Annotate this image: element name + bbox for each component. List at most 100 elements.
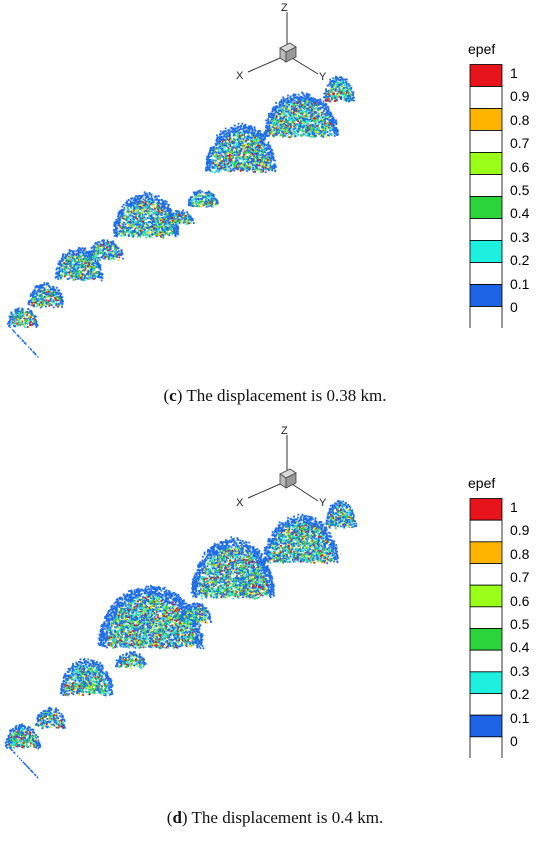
scatter-point xyxy=(137,201,140,203)
scatter-point xyxy=(264,137,267,140)
scatter-point xyxy=(121,213,124,215)
scatter-point xyxy=(267,156,270,158)
scatter-point xyxy=(22,314,25,316)
scatter-point xyxy=(242,162,245,165)
scatter-point xyxy=(146,196,148,198)
scatter-point xyxy=(140,215,143,218)
scatter-point xyxy=(273,163,276,165)
scatter-point xyxy=(60,299,63,302)
scatter-point xyxy=(257,147,260,150)
scatter-point xyxy=(161,228,164,231)
scatter-point xyxy=(244,149,247,152)
scatter-point xyxy=(57,299,60,302)
scatter-point xyxy=(256,163,259,166)
scatter-point xyxy=(228,140,231,143)
scatter-point xyxy=(265,161,267,164)
scatter-point xyxy=(172,227,175,230)
scatter-point xyxy=(33,315,36,317)
scatter-point xyxy=(106,249,109,252)
scatter-point xyxy=(126,206,129,209)
scatter-point xyxy=(211,159,213,162)
scatter-point xyxy=(117,224,120,227)
scatter-point xyxy=(90,271,92,274)
scatter-point xyxy=(138,194,141,197)
scatter-point xyxy=(328,121,331,124)
scatter-point xyxy=(169,212,172,215)
scatter-point xyxy=(43,282,46,284)
scatter-point xyxy=(68,277,71,280)
scatter-point xyxy=(121,223,124,226)
scatter-point xyxy=(139,201,141,204)
scatter-point xyxy=(303,100,305,102)
scatter-point xyxy=(57,302,60,305)
scatter-point xyxy=(139,235,141,238)
scatter-point xyxy=(55,304,58,307)
scatter-point xyxy=(257,132,259,135)
scatter-point xyxy=(100,256,103,258)
scatter-point xyxy=(25,317,28,320)
scatter-point xyxy=(150,200,152,202)
scatter-point xyxy=(235,144,238,146)
scatter-point xyxy=(226,149,229,151)
scatter-point xyxy=(247,138,249,141)
scatter-point xyxy=(247,149,250,152)
scatter-point xyxy=(275,166,277,168)
scatter-point xyxy=(116,227,119,230)
scatter-point xyxy=(196,191,198,194)
scatter-point xyxy=(46,283,48,286)
scatter-point xyxy=(207,199,210,202)
scatter-point xyxy=(91,258,94,261)
scatter-point xyxy=(122,229,124,232)
scatter-point xyxy=(254,138,257,141)
scatter-point xyxy=(98,257,100,259)
scatter-point xyxy=(69,267,72,270)
scatter-point xyxy=(33,305,35,308)
scatter-point xyxy=(112,242,115,245)
scatter-point xyxy=(68,256,71,259)
scatter-point xyxy=(217,151,220,154)
scatter-point xyxy=(133,206,135,209)
scatter-point xyxy=(204,200,207,203)
scatter-point xyxy=(126,227,128,229)
scatter-point xyxy=(222,137,224,140)
scatter-point xyxy=(26,326,29,328)
scatter-point xyxy=(163,208,165,210)
scatter-point xyxy=(124,226,126,228)
scatter-point xyxy=(196,205,198,207)
scatter-point xyxy=(103,252,106,254)
scatter-point xyxy=(265,168,267,171)
scatter-point xyxy=(157,210,160,213)
scatter-point xyxy=(216,199,219,202)
scatter-point xyxy=(125,204,127,207)
scatter-point xyxy=(56,276,59,278)
scatter-point xyxy=(114,252,117,255)
scatter-point xyxy=(115,233,117,235)
scatter-point xyxy=(75,253,78,256)
scatter-point xyxy=(182,215,185,218)
scatter-point xyxy=(253,156,256,159)
scatter-point xyxy=(33,322,36,325)
scatter-point xyxy=(46,293,48,296)
scatter-point xyxy=(218,136,220,139)
scatter-point xyxy=(167,222,170,225)
scatter-point xyxy=(261,148,263,151)
scatter-point xyxy=(314,100,316,103)
scatter-point xyxy=(126,218,129,221)
scatter-point xyxy=(262,146,265,149)
scatter-point xyxy=(61,256,64,259)
scatter-point xyxy=(193,222,195,224)
scatter-point xyxy=(258,153,260,156)
scatter-point xyxy=(301,100,304,103)
scatter-point xyxy=(142,209,145,211)
scatter-point xyxy=(50,293,53,296)
scatter-point xyxy=(215,144,217,146)
scatter-point xyxy=(213,197,215,200)
scatter-point xyxy=(320,131,323,134)
scatter-point xyxy=(281,116,284,119)
scatter-point xyxy=(40,301,42,303)
scatter-point xyxy=(134,231,137,234)
scatter-point xyxy=(158,226,161,228)
scatter-point xyxy=(266,144,268,147)
scatter-point xyxy=(237,143,240,145)
scatter-point xyxy=(75,271,78,274)
